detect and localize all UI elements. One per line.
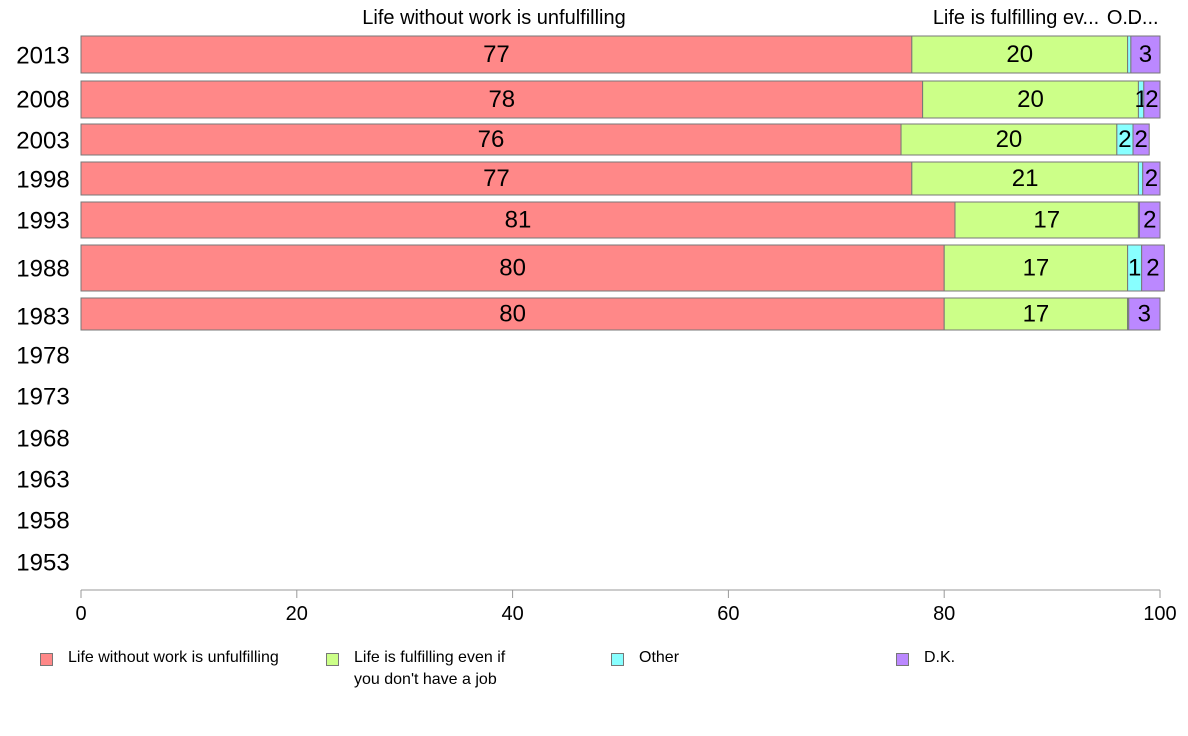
data-label-2003-series-2: 2 [1118,126,1131,153]
data-label-2013-series-0: 77 [483,41,510,68]
data-label-2008-series-1: 20 [1017,86,1044,113]
bar-1983-series-3 [1128,297,1161,331]
y-tick-label-1978: 1978 [16,343,69,370]
column-header-3: D... [1127,7,1158,29]
y-tick-label-1958: 1958 [16,508,69,535]
y-tick-label-2013: 2013 [16,43,69,70]
data-label-2008-series-0: 78 [488,86,515,113]
y-tick-label-1988: 1988 [16,256,69,283]
bar-1998-series-1 [911,161,1139,196]
data-label-1993-series-1: 17 [1033,207,1060,234]
legend-item-unfulfilling: Life without work is unfulfilling [40,640,279,669]
bar-1988-series-3 [1141,244,1165,292]
legend-swatch-fulfilling [326,653,339,666]
legend-swatch-dk [896,653,909,666]
legend-swatch-other [611,653,624,666]
column-header-1: Life is fulfilling ev... [933,7,1099,29]
x-tick-label-60: 60 [717,603,739,625]
bar-1988-series-1 [943,244,1129,292]
bar-2008-series-0 [80,80,924,119]
legend-item-fulfilling: Life is fulfilling even if you don't hav… [326,640,505,691]
data-label-2013-series-1: 20 [1006,41,1033,68]
data-label-1983-series-3: 3 [1138,301,1151,328]
bar-1998-series-3 [1142,161,1161,196]
bar-1983-series-0 [80,297,945,331]
bar-2003-series-3 [1132,123,1150,156]
y-tick-label-2003: 2003 [16,128,69,155]
column-header-0: Life without work is unfulfilling [362,7,625,29]
bar-2003-series-1 [900,123,1118,156]
column-header-2: O... [1107,7,1139,29]
legend-label-dk: D.K. [924,649,956,666]
data-label-1988-series-3: 2 [1146,255,1159,282]
data-label-1998-series-0: 77 [483,165,510,192]
bar-1993-series-1 [954,201,1139,239]
data-label-1988-series-2: 1 [1128,255,1141,282]
data-label-2003-series-0: 76 [478,126,505,153]
y-tick-label-1973: 1973 [16,384,69,411]
data-label-2003-series-3: 2 [1134,126,1147,153]
data-label-1983-series-0: 80 [499,301,526,328]
y-tick-label-1953: 1953 [16,550,69,577]
bar-2013-series-1 [911,35,1129,74]
bar-2013-series-3 [1130,35,1161,74]
data-label-1998-series-3: 2 [1145,165,1158,192]
data-label-1998-series-1: 21 [1012,165,1039,192]
chart-legend: Life without work is unfulfilling Life i… [0,640,1188,690]
y-tick-label-1963: 1963 [16,467,69,494]
y-tick-label-1993: 1993 [16,208,69,235]
bar-2008-series-1 [922,80,1139,119]
x-tick-label-20: 20 [286,603,308,625]
x-tick-label-80: 80 [933,603,955,625]
data-label-1993-series-3: 2 [1143,207,1156,234]
y-tick-label-1983: 1983 [16,304,69,331]
bar-1993-series-0 [80,201,956,239]
data-label-2003-series-1: 20 [996,126,1023,153]
data-label-1988-series-1: 17 [1023,255,1050,282]
x-tick-label-100: 100 [1143,603,1176,625]
y-tick-label-1968: 1968 [16,426,69,453]
legend-item-other: Other [611,640,679,669]
data-label-1983-series-1: 17 [1023,301,1050,328]
stacked-bar-chart: 2013200820031998199319881983197819731968… [16,7,1176,625]
y-tick-label-1998: 1998 [16,167,69,194]
data-label-2013-series-3: 3 [1139,41,1152,68]
legend-label-other: Other [639,649,680,666]
data-label-1988-series-0: 80 [499,255,526,282]
legend-label-unfulfilling: Life without work is unfulfilling [68,649,279,666]
legend-label-fulfilling: Life is fulfilling even if you don't hav… [354,649,506,688]
bar-1998-series-2 [1137,161,1144,196]
x-tick-label-40: 40 [501,603,523,625]
legend-item-dk: D.K. [896,640,955,669]
x-tick-label-0: 0 [75,603,86,625]
data-label-2008-series-3: 2 [1145,86,1158,113]
y-tick-label-2008: 2008 [16,87,69,114]
legend-swatch-unfulfilling [40,653,53,666]
bar-1993-series-3 [1138,201,1161,239]
data-label-1993-series-0: 81 [505,207,532,234]
bar-2008-series-3 [1143,80,1161,119]
